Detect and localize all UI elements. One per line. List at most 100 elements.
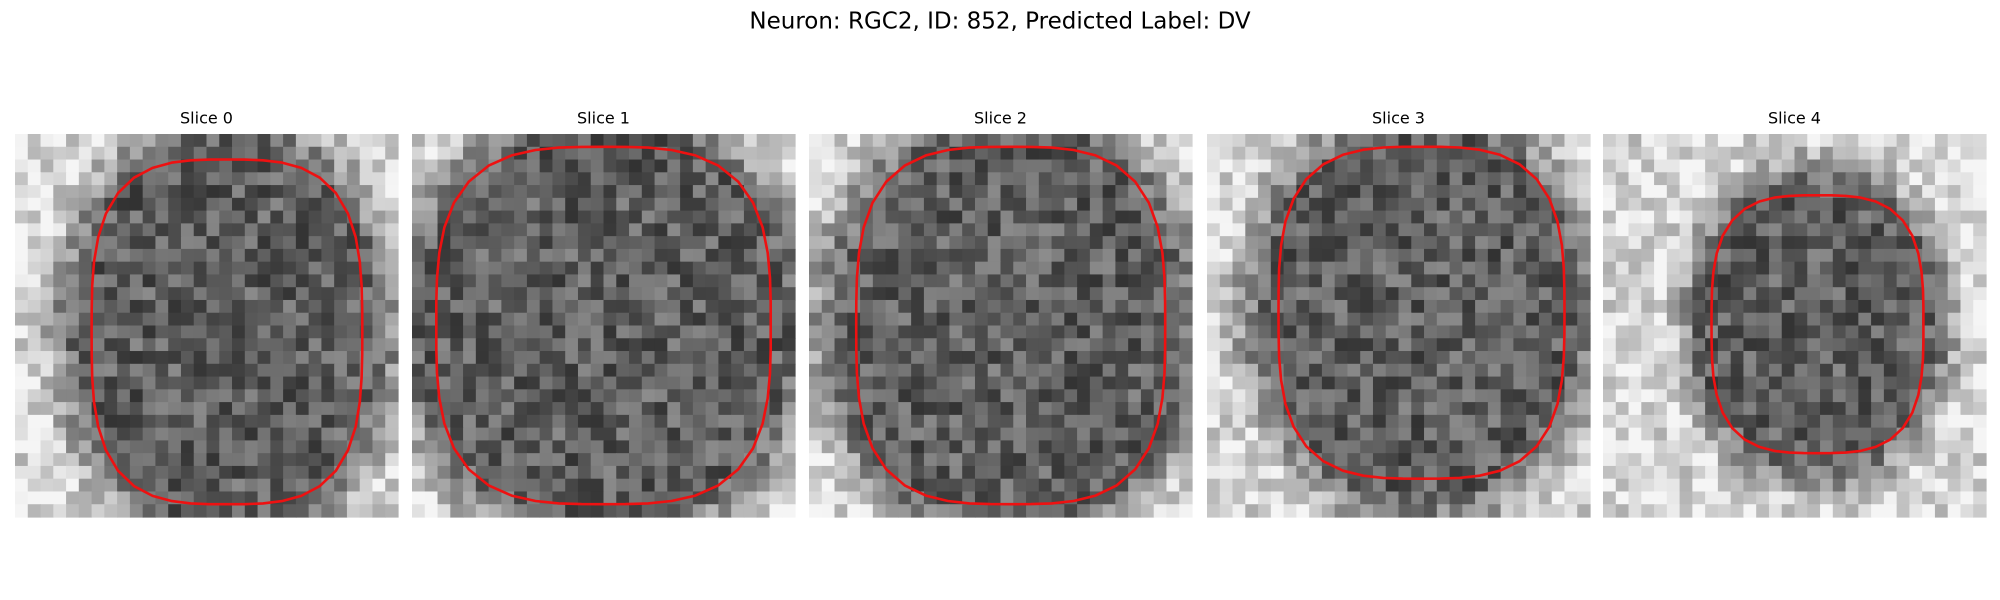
pixel [1372,223,1387,237]
pixel [1258,465,1272,480]
pixel [847,299,861,314]
pixel [1398,402,1412,416]
pixel [552,197,566,212]
pixel [1526,299,1540,314]
pixel [244,223,259,237]
pixel [1115,287,1129,301]
pixel [463,312,477,327]
pixel [78,146,93,161]
pixel [1500,172,1514,186]
pixel [15,287,29,301]
pixel [15,172,29,186]
pixel [334,389,348,403]
pixel [1883,261,1898,276]
pixel [1934,427,1949,441]
pixel [1564,414,1578,429]
pixel [1615,261,1630,276]
pixel [1909,338,1923,352]
pixel [257,146,271,161]
pixel [705,134,719,148]
pixel [1896,146,1910,161]
pixel [539,159,554,173]
pixel [1500,312,1514,327]
pixel [1334,402,1349,416]
pixel [168,261,182,276]
pixel [514,159,528,173]
pixel [1321,236,1336,250]
pixel [809,504,823,518]
pixel [885,325,899,339]
pixel [872,197,887,212]
pixel [1334,299,1349,314]
pixel [1615,453,1630,467]
pixel [463,351,477,365]
pixel [590,274,605,288]
pixel [424,363,439,378]
pixel [1077,440,1091,454]
pixel [1102,197,1116,212]
pixel [860,312,874,327]
pixel [949,159,963,173]
pixel [78,274,93,288]
pixel [53,185,67,199]
pixel [1858,504,1872,518]
pixel [603,274,617,288]
pixel [155,465,169,480]
pixel [424,197,439,212]
pixel [769,210,783,224]
pixel [1424,223,1438,237]
pixel [66,491,80,505]
pixel [1153,197,1168,212]
pixel [1934,363,1949,378]
pixel [385,376,399,390]
pixel [66,389,80,403]
pixel [244,351,259,365]
pixel [1309,185,1323,199]
pixel [769,248,783,263]
pixel [718,185,732,199]
pixel [539,197,554,212]
pixel [40,185,54,199]
pixel [1115,325,1129,339]
pixel [667,478,681,493]
pixel [372,210,386,224]
pixel [270,185,284,199]
pixel [641,351,656,365]
pixel [885,491,899,505]
pixel [424,491,439,505]
pixel [1871,414,1885,429]
pixel [1960,159,1974,173]
pixel [936,287,951,301]
pixel [1628,376,1642,390]
pixel [346,376,361,390]
pixel [308,274,322,288]
pixel [1922,197,1936,212]
pixel [1794,414,1808,429]
pixel [1628,236,1642,250]
pixel [1128,440,1142,454]
pixel [308,197,322,212]
pixel [1128,134,1142,148]
pixel [731,504,745,518]
pixel [1513,261,1527,276]
pixel [1615,146,1630,161]
pixel [270,236,284,250]
pixel [1475,185,1489,199]
pixel [514,402,528,416]
pixel [1296,491,1310,505]
pixel [974,338,989,352]
pixel [1564,134,1578,148]
pixel [1845,159,1859,173]
pixel [514,351,528,365]
pixel [1960,299,1974,314]
pixel [321,236,335,250]
pixel [1551,287,1566,301]
pixel [565,236,579,250]
pixel [1820,261,1834,276]
pixel [1832,236,1847,250]
pixel [385,363,399,378]
pixel [1487,134,1502,148]
pixel [1411,159,1425,173]
pixel [1705,197,1719,212]
